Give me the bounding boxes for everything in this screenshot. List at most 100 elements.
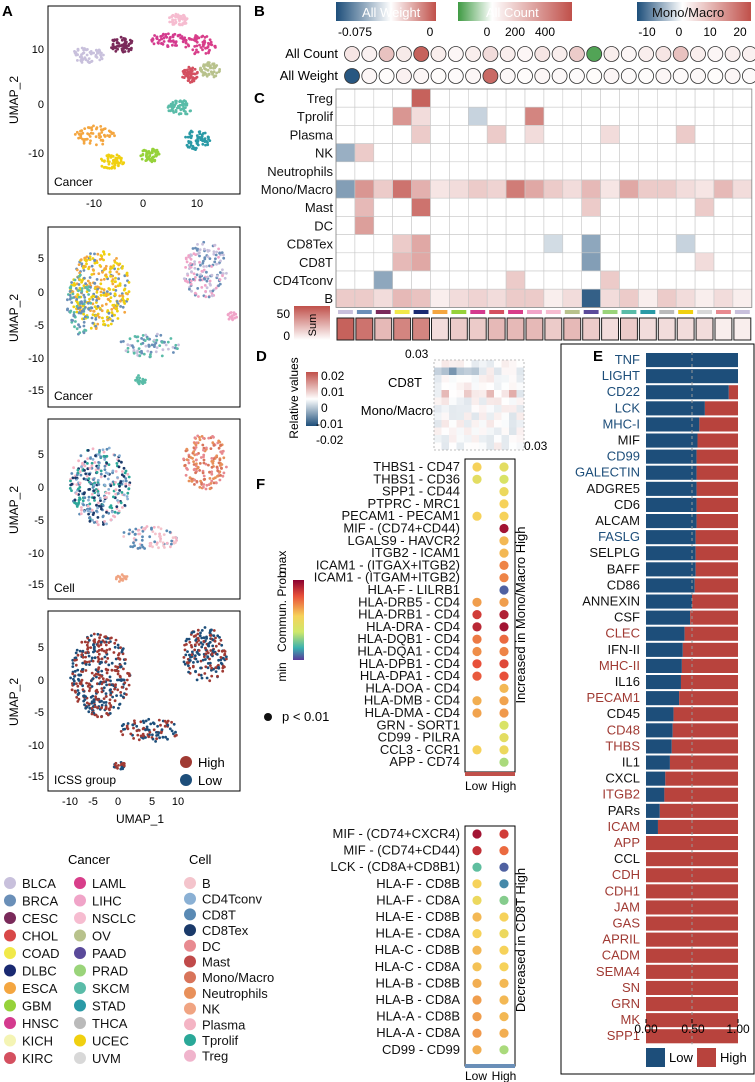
heatmap-cell: [675, 106, 696, 126]
umap-point: [208, 282, 212, 286]
umap-point: [92, 489, 96, 492]
umap-point: [86, 301, 90, 305]
heatmap-cell: [449, 234, 469, 254]
heatmap-cell: [411, 161, 431, 181]
d-heat-cell: [486, 442, 494, 450]
sum-cell: [601, 317, 619, 341]
umap-point: [202, 478, 206, 481]
umap-point: [98, 496, 102, 500]
umap-point: [166, 106, 170, 109]
umap-point: [94, 324, 98, 328]
umap-point: [135, 729, 139, 733]
umap-point: [144, 736, 147, 739]
umap-point: [114, 289, 118, 292]
d-heat-cell: [434, 367, 442, 375]
umap-point: [104, 635, 108, 639]
pathway-label: GALECTIN: [575, 465, 640, 480]
umap-point: [83, 460, 87, 464]
bar-high: [684, 626, 738, 641]
heatmap-cell: [619, 288, 639, 308]
umap-point: [119, 691, 123, 694]
d-heat-cell: [456, 360, 464, 368]
umap-point: [123, 302, 127, 305]
umap-point: [121, 695, 125, 699]
heatmap-cell: [354, 252, 375, 272]
umap-point: [99, 55, 103, 59]
umap-4-label: ICSS group: [54, 773, 116, 787]
d-heat-cell: [434, 412, 442, 420]
umap-point: [100, 669, 104, 673]
umap-point: [121, 294, 124, 297]
e-xtick: 0.50: [681, 1022, 705, 1036]
umap-point: [144, 344, 148, 348]
umap-point: [217, 284, 221, 288]
umap-point: [75, 682, 78, 685]
umap-1-xtick: 0: [140, 198, 146, 210]
umap-point: [89, 301, 93, 305]
umap-point: [184, 21, 188, 25]
lr-dot-high: [499, 573, 509, 583]
umap-point: [121, 470, 124, 473]
all-count-dot: [672, 46, 689, 62]
d-heat-cell: [434, 442, 442, 450]
umap-point: [212, 252, 216, 256]
umap-point: [84, 286, 88, 289]
relative-tick: -0.02: [316, 433, 344, 447]
cancer-legend-label: ESCA: [22, 981, 58, 996]
umap-point: [222, 456, 226, 460]
umap-point: [127, 281, 131, 284]
d-heat-cell: [509, 405, 517, 413]
d-heat-cell: [516, 412, 524, 420]
sum-cell: [695, 317, 714, 341]
umap-point: [168, 39, 172, 43]
umap-point: [198, 248, 202, 252]
umap-point: [72, 314, 76, 318]
umap-point: [221, 474, 225, 478]
umap-point: [143, 339, 147, 342]
umap-point: [80, 506, 83, 509]
umap-point: [217, 461, 221, 465]
umap-point: [89, 457, 92, 460]
umap-point: [205, 265, 208, 268]
umap-point: [105, 648, 109, 652]
heatmap-cell: [675, 216, 696, 235]
umap-point: [87, 512, 90, 516]
lr-dot-low: [472, 610, 482, 620]
umap-point: [194, 446, 198, 449]
umap-point: [95, 299, 98, 302]
umap-point: [120, 678, 123, 681]
umap-point: [74, 651, 78, 655]
all-count-dot: [482, 46, 499, 62]
d-heat-cell: [509, 442, 517, 450]
pathway-label: ADGRE5: [587, 481, 640, 496]
umap-point: [194, 51, 198, 54]
bar-high: [681, 658, 738, 673]
umap-point: [100, 507, 103, 511]
umap-point: [101, 139, 105, 143]
umap-point: [88, 686, 92, 690]
umap-point: [193, 67, 197, 71]
umap-point: [214, 74, 218, 78]
cell-legend-dot: [184, 1049, 196, 1062]
umap-point: [194, 146, 198, 150]
d-heat-cell: [471, 390, 479, 398]
umap-point: [96, 285, 99, 289]
e-legend-high-swatch: [697, 1048, 716, 1067]
umap-point: [149, 353, 152, 356]
umap-point: [218, 69, 221, 73]
umap-point: [140, 543, 144, 547]
heatmap-cell: [638, 88, 658, 108]
umap-point: [198, 485, 202, 489]
cancer-legend-dot: [74, 1052, 86, 1064]
lr-dot-low: [472, 659, 482, 669]
d-heat-cell: [479, 360, 487, 368]
umap-point: [210, 628, 213, 632]
umap-point: [97, 133, 101, 137]
heatmap-cell: [581, 288, 601, 308]
panel-letter-d: D: [256, 348, 267, 365]
umap-point: [139, 720, 143, 724]
heatmap-cell: [524, 143, 545, 163]
heatmap-cell: [524, 252, 545, 272]
umap-point: [208, 487, 212, 491]
